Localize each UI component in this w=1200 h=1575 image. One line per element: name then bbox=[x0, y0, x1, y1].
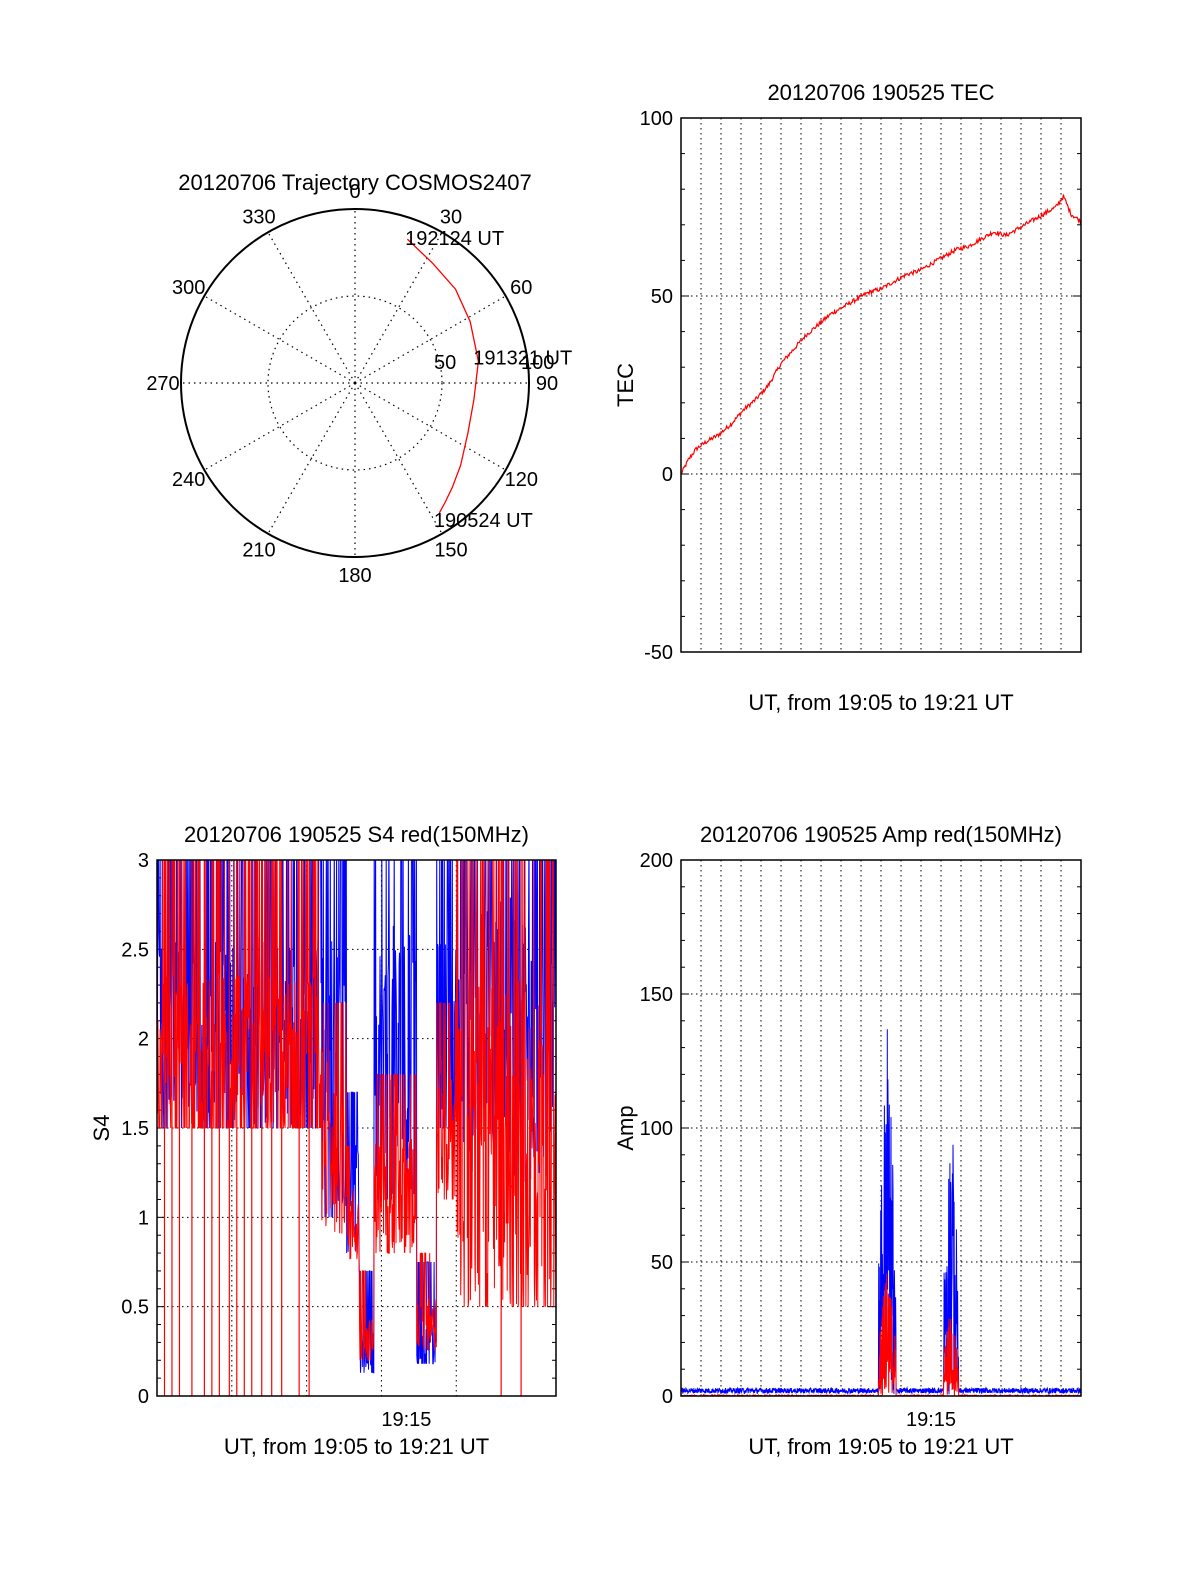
y-tick-label: 2.5 bbox=[121, 939, 149, 961]
y-tick-label: -50 bbox=[644, 642, 673, 664]
plot-frame bbox=[156, 859, 557, 1397]
y-tick-label: 50 bbox=[651, 286, 673, 308]
trajectory-line bbox=[406, 238, 480, 514]
polar-outer-circle bbox=[180, 208, 530, 558]
amp-line-chart: 20120706 190525 Amp red(150MHz) UT, from… bbox=[613, 822, 1082, 1459]
polar-spoke bbox=[354, 295, 506, 384]
trajectory-time-label: 192124 UT bbox=[405, 228, 504, 250]
polar-angle-label: 210 bbox=[242, 539, 275, 561]
x-tick-label: 19:15 bbox=[906, 1409, 956, 1431]
s4-title: 20120706 190525 S4 red(150MHz) bbox=[184, 822, 529, 847]
amp-y-axis-label: Amp bbox=[613, 1105, 638, 1150]
y-tick-label: 150 bbox=[640, 984, 673, 1006]
polar-title: 20120706 Trajectory COSMOS2407 bbox=[178, 170, 531, 195]
polar-spoke bbox=[204, 382, 356, 471]
polar-angle-label: 240 bbox=[172, 469, 205, 491]
polar-spoke bbox=[267, 382, 356, 534]
polar-radial-label: 100 bbox=[521, 352, 554, 374]
plot-frame bbox=[680, 859, 1082, 1397]
y-tick-label: 50 bbox=[651, 1252, 673, 1274]
amp-title: 20120706 190525 Amp red(150MHz) bbox=[700, 822, 1062, 847]
s4-line-chart: 20120706 190525 S4 red(150MHz) UT, from … bbox=[89, 822, 557, 1459]
y-tick-label: 1.5 bbox=[121, 1118, 149, 1140]
x-tick-label: 19:15 bbox=[381, 1409, 431, 1431]
polar-radial-label: 50 bbox=[434, 352, 456, 374]
polar-angle-label: 270 bbox=[146, 373, 179, 395]
polar-angle-label: 30 bbox=[440, 207, 462, 229]
y-tick-label: 0.5 bbox=[121, 1297, 149, 1319]
amp-blue-series bbox=[681, 1029, 1081, 1396]
s4-x-axis-label: UT, from 19:05 to 19:21 UT bbox=[224, 1434, 489, 1459]
y-tick-label: 0 bbox=[662, 464, 673, 486]
tec-y-axis-label: TEC bbox=[613, 363, 638, 407]
polar-angle-label: 300 bbox=[172, 277, 205, 299]
y-tick-label: 1 bbox=[138, 1207, 149, 1229]
polar-angle-label: 330 bbox=[242, 207, 275, 229]
trajectory-time-label: 190524 UT bbox=[434, 510, 533, 532]
y-tick-label: 2 bbox=[138, 1029, 149, 1051]
s4-series-group bbox=[157, 860, 556, 1396]
amp-x-axis-label: UT, from 19:05 to 19:21 UT bbox=[748, 1434, 1013, 1459]
s4-red-series bbox=[157, 860, 556, 1361]
y-tick-label: 3 bbox=[138, 850, 149, 872]
polar-angle-label: 60 bbox=[510, 277, 532, 299]
y-tick-label: 100 bbox=[640, 108, 673, 130]
polar-angle-label: 180 bbox=[338, 565, 371, 587]
polar-spoke bbox=[204, 295, 356, 384]
polar-spoke bbox=[354, 232, 443, 384]
polar-angle-label: 150 bbox=[434, 539, 467, 561]
y-tick-label: 0 bbox=[138, 1386, 149, 1408]
tec-x-axis-label: UT, from 19:05 to 19:21 UT bbox=[748, 690, 1013, 715]
plot-frame bbox=[680, 117, 1082, 653]
polar-spoke bbox=[354, 382, 506, 471]
tec-title: 20120706 190525 TEC bbox=[767, 80, 994, 105]
polar-angle-label: 0 bbox=[349, 181, 360, 203]
polar-angle-label: 90 bbox=[536, 373, 558, 395]
tec-series-line bbox=[681, 194, 1082, 474]
y-tick-label: 0 bbox=[662, 1386, 673, 1408]
polar-spoke bbox=[267, 232, 356, 384]
y-tick-label: 200 bbox=[640, 850, 673, 872]
y-tick-label: 100 bbox=[640, 1118, 673, 1140]
s4-y-axis-label: S4 bbox=[89, 1115, 114, 1142]
polar-grid-circle bbox=[267, 295, 443, 471]
trajectory-polar-plot: 20120706 Trajectory COSMOS2407 0 30 60 90 12… bbox=[146, 170, 572, 587]
tec-line-chart: 20120706 190525 TEC UT, from 19:05 to 19… bbox=[613, 80, 1082, 715]
polar-angle-label: 120 bbox=[505, 469, 538, 491]
polar-spoke bbox=[354, 382, 443, 534]
trajectory-time-label: 191321 UT bbox=[473, 348, 572, 370]
